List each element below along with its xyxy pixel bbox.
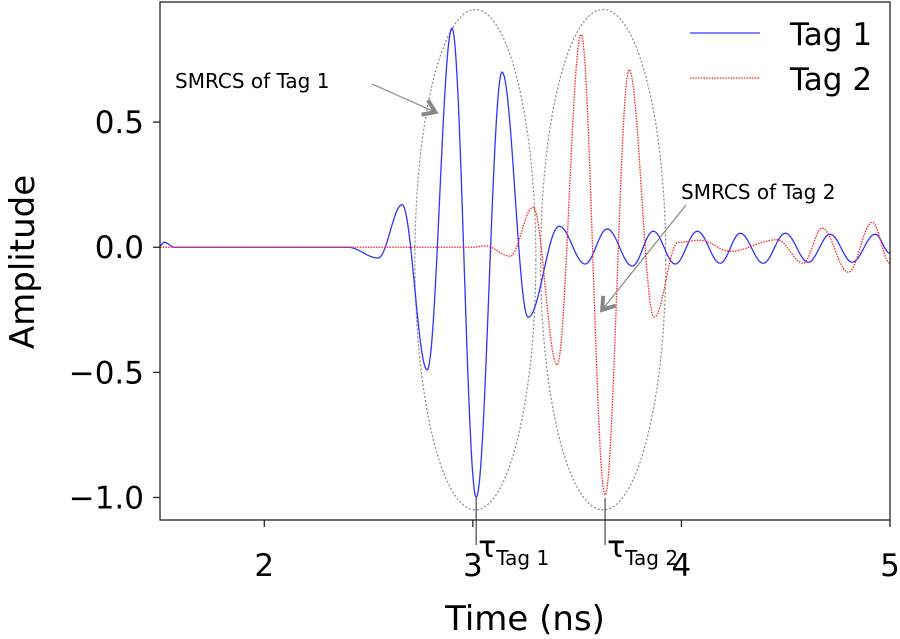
y-axis-label: Amplitude [3,175,43,349]
tau-markers: τTag 1 τTag 2 [475,498,678,570]
tau-symbol: τ [607,530,625,565]
y-tick-label: 0.0 [95,230,144,266]
highlight-regions [414,8,667,511]
annotation-arrow [371,83,436,113]
annotation-label: SMRCS of Tag 1 [175,69,329,93]
tau-symbol: τ [478,530,496,565]
x-tick-label: 5 [880,548,900,584]
series-line-2 [160,33,891,497]
legend-label: Tag 2 [789,62,872,98]
legend-label: Tag 1 [789,17,872,53]
y-axis: 0.5 0.0 −0.5 −1.0 [69,105,160,516]
tau-subscript: Tag 2 [624,546,678,570]
x-axis: 2 3 4 5 [254,520,900,584]
series-lines [159,26,891,499]
highlight-ellipse [540,8,667,511]
y-tick-label: 0.5 [95,105,144,141]
y-tick-label: −0.5 [69,355,144,391]
annotation-arrow [601,204,687,311]
x-tick-label: 2 [254,548,274,584]
x-tick-label: 3 [463,548,483,584]
annotations: SMRCS of Tag 1 SMRCS of Tag 2 [175,69,835,313]
highlight-ellipse [414,8,537,511]
arrowhead-icon [599,295,617,313]
series-line-1 [159,26,891,499]
tau-label: τTag 1 [478,530,549,570]
annotation-label: SMRCS of Tag 2 [681,180,835,204]
plot-frame [159,1,891,521]
legend: Tag 1 Tag 2 [690,17,872,98]
y-tick-label: −1.0 [69,480,144,516]
tau-subscript: Tag 1 [495,546,549,570]
tau-label: τTag 2 [607,530,678,570]
x-axis-label: Time (ns) [444,599,605,639]
arrowhead-icon [421,99,439,117]
x-tick-label: 4 [672,548,692,584]
